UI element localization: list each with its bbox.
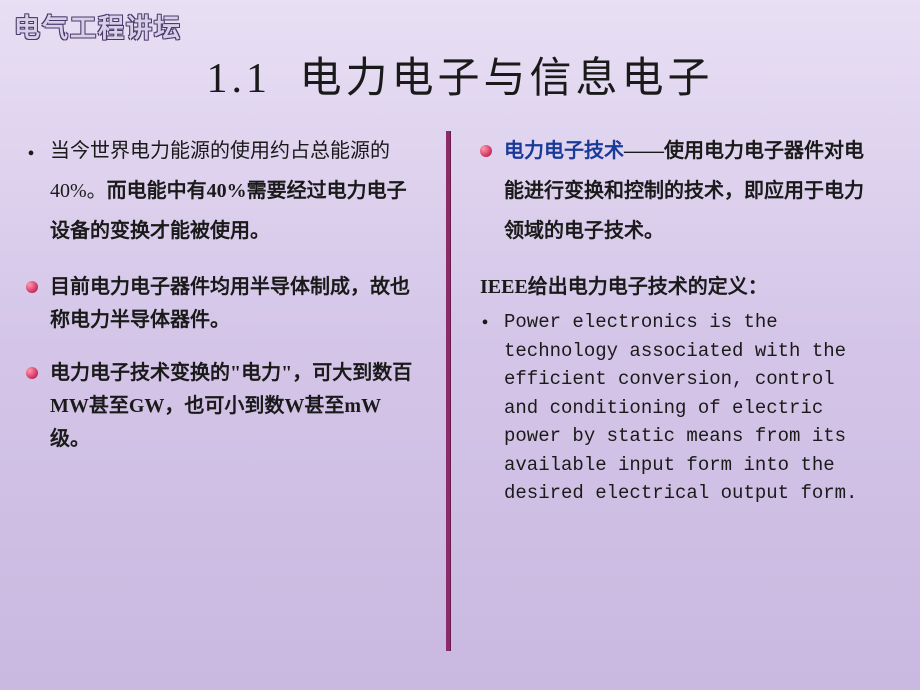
bullet-dot-icon: • bbox=[480, 313, 490, 333]
left-item-3: 电力电子技术变换的"电力"，可大到数百MW甚至GW，也可小到数W甚至mW级。 bbox=[26, 357, 418, 456]
left-column: • 当今世界电力能源的使用约占总能源的40%。而电能中有40%需要经过电力电子设… bbox=[26, 131, 446, 651]
bullet-sphere-icon bbox=[480, 145, 492, 157]
right-column: 电力电子技术——使用电力电子器件对电能进行变换和控制的技术，即应用于电力领域的电… bbox=[450, 131, 880, 651]
content-columns: • 当今世界电力能源的使用约占总能源的40%。而电能中有40%需要经过电力电子设… bbox=[0, 131, 920, 651]
bullet-dot-icon: • bbox=[26, 144, 36, 164]
left-item-1-text: 当今世界电力能源的使用约占总能源的40%。而电能中有40%需要经过电力电子设备的… bbox=[50, 131, 418, 251]
right-item-1-text: 电力电子技术——使用电力电子器件对电能进行变换和控制的技术，即应用于电力领域的电… bbox=[504, 131, 880, 251]
right-item-1-dash: —— bbox=[624, 140, 664, 162]
left-item-3-text: 电力电子技术变换的"电力"，可大到数百MW甚至GW，也可小到数W甚至mW级。 bbox=[50, 357, 418, 456]
bullet-sphere-icon bbox=[26, 281, 38, 293]
english-definition-text: Power electronics is the technology asso… bbox=[504, 308, 880, 508]
english-definition: • Power electronics is the technology as… bbox=[480, 308, 880, 508]
bullet-sphere-icon bbox=[26, 367, 38, 379]
left-item-2: 目前电力电子器件均用半导体制成，故也称电力半导体器件。 bbox=[26, 271, 418, 337]
left-item-2-text: 目前电力电子器件均用半导体制成，故也称电力半导体器件。 bbox=[50, 271, 418, 337]
left-item-1: • 当今世界电力能源的使用约占总能源的40%。而电能中有40%需要经过电力电子设… bbox=[26, 131, 418, 251]
forum-label: 电气工程讲坛 bbox=[14, 8, 182, 45]
right-item-1: 电力电子技术——使用电力电子器件对电能进行变换和控制的技术，即应用于电力领域的电… bbox=[480, 131, 880, 251]
ieee-label: IEEE给出电力电子技术的定义： bbox=[480, 271, 880, 304]
right-item-1-blue: 电力电子技术 bbox=[504, 140, 624, 162]
